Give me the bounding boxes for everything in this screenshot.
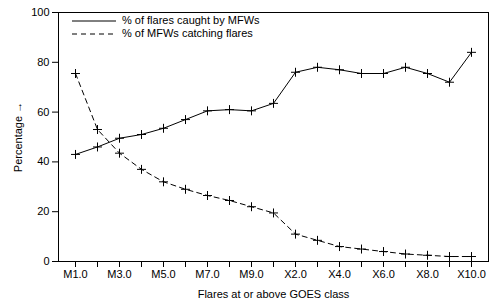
- svg-text:X10.0: X10.0: [457, 268, 486, 280]
- html-text:% of MFWs catching flares: % of MFWs catching flares: [122, 27, 253, 39]
- svg-text:X8.0: X8.0: [416, 268, 439, 280]
- svg-text:60: 60: [37, 106, 49, 118]
- svg-text:M7.0: M7.0: [195, 268, 219, 280]
- svg-text:M3.0: M3.0: [107, 268, 131, 280]
- svg-text:80: 80: [37, 56, 49, 68]
- svg-text:X2.0: X2.0: [284, 268, 307, 280]
- svg-text:0: 0: [43, 255, 49, 267]
- svg-text:X4.0: X4.0: [328, 268, 351, 280]
- svg-text:Flares at or above GOES class: Flares at or above GOES class: [198, 288, 350, 300]
- svg-text:100: 100: [31, 6, 49, 18]
- svg-text:40: 40: [37, 155, 49, 167]
- svg-text:M1.0: M1.0: [63, 268, 87, 280]
- svg-text:M5.0: M5.0: [151, 268, 175, 280]
- svg-text:Percentage →: Percentage →: [12, 102, 24, 172]
- html-text:% of flares caught by MFWs: % of flares caught by MFWs: [122, 14, 260, 26]
- svg-text:M9.0: M9.0: [239, 268, 263, 280]
- svg-text:X6.0: X6.0: [372, 268, 395, 280]
- svg-text:20: 20: [37, 205, 49, 217]
